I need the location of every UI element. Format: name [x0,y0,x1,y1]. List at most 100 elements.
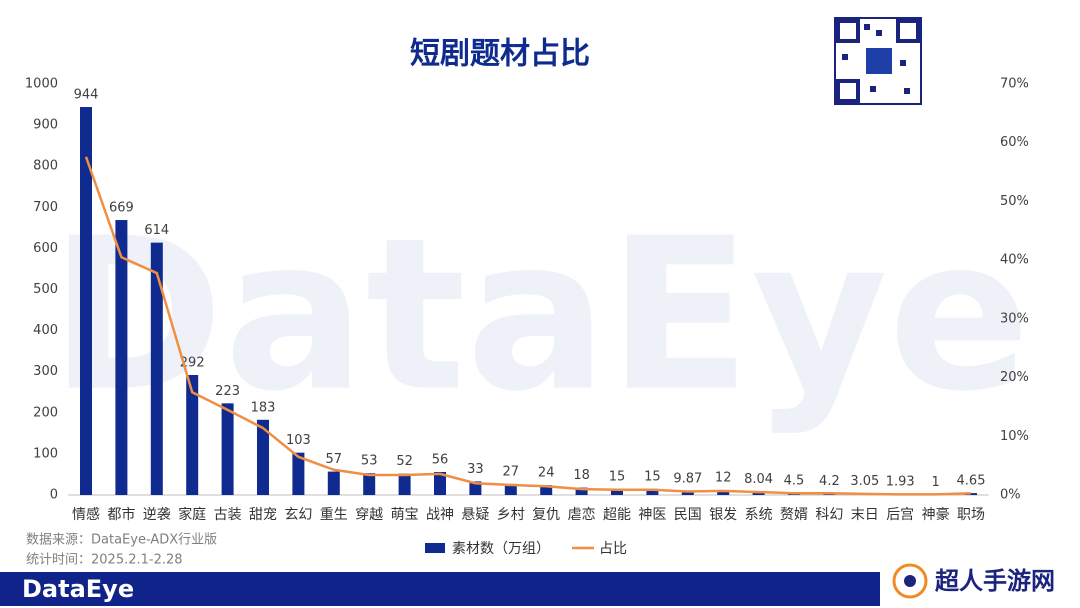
bar [150,242,163,495]
value-label: 1 [931,475,939,490]
bar [363,473,376,495]
value-label: 56 [432,452,449,467]
x-tick-label: 虐恋 [568,506,596,523]
value-label: 4.2 [819,474,840,489]
x-tick-label: 银发 [709,507,737,523]
bar [681,490,694,495]
footer-bar [0,572,880,606]
bar [717,490,730,495]
bar [752,491,765,495]
bar [115,220,128,495]
y-tick-label: 600 [33,241,58,256]
site-watermark: 超人手游网 [935,567,1055,595]
legend-label: 占比 [599,541,627,557]
x-tick-label: 神医 [638,507,666,523]
bar [398,473,411,495]
x-tick-label: 悬疑 [461,507,489,523]
x-tick-label: 古装 [214,507,242,523]
x-tick-label: 后宫 [886,507,914,523]
value-label: 18 [573,468,590,483]
bar [646,488,659,495]
bar [327,471,340,495]
x-tick-label: 末日 [851,507,879,523]
value-label: 15 [644,469,661,484]
x-tick-label: 穿越 [355,507,383,523]
y-tick-label: 100 [33,446,58,461]
value-label: 614 [144,223,169,238]
bar [292,452,305,495]
bar [434,471,446,495]
period-note: 统计时间：2025.2.1-2.28 [26,553,183,568]
x-tick-label: 民国 [674,507,702,523]
x-tick-label: 神豪 [922,507,950,523]
bar [221,403,234,495]
x-tick-label: 逆袭 [143,507,171,523]
x-tick-label: 家庭 [178,506,206,523]
y2-tick-label: 0% [1000,488,1021,503]
value-label: 183 [251,400,276,415]
bar [504,483,517,495]
legend-label: 素材数（万组） [452,541,550,557]
x-tick-label: 都市 [107,506,135,523]
value-label: 3.05 [850,474,879,489]
value-label: 33 [467,462,484,477]
site-icon [892,563,928,599]
value-label: 4.65 [957,474,986,489]
value-label: 1.93 [886,475,915,490]
y-tick-label: 0 [50,488,58,503]
watermark: DataEye [50,193,1031,438]
value-label: 944 [74,88,99,103]
value-label: 15 [609,469,626,484]
footer-logo: DataEye [22,575,134,603]
chart-title: 短剧题材占比 [410,37,590,72]
site-icon-dot [904,575,916,587]
bar [611,488,623,495]
y-tick-label: 400 [33,323,58,338]
value-label: 223 [215,384,240,399]
x-tick-label: 超能 [603,507,631,523]
y2-tick-label: 20% [1000,370,1029,385]
y-tick-label: 800 [33,159,58,174]
qr-code [834,17,922,105]
x-tick-label: 乡村 [497,507,525,523]
y2-tick-label: 30% [1000,311,1029,326]
legend-swatch [425,543,445,553]
y-tick-label: 900 [33,118,58,133]
value-label: 24 [538,466,555,481]
x-tick-label: 赘婿 [780,506,808,523]
bar [80,107,92,496]
y-tick-label: 700 [33,200,58,215]
value-label: 292 [180,355,205,370]
value-label: 8.04 [744,472,773,487]
x-tick-label: 玄幻 [284,506,312,523]
bar [257,419,269,495]
y2-tick-label: 40% [1000,253,1029,268]
y-tick-label: 300 [33,364,58,379]
x-tick-label: 复仇 [532,506,560,523]
y2-tick-label: 60% [1000,135,1029,150]
bar [540,485,553,495]
y-tick-label: 500 [33,282,58,297]
y-tick-label: 1000 [25,77,58,92]
bar [469,481,482,495]
line [84,156,972,496]
x-tick-label: 战神 [426,507,454,523]
y2-tick-label: 50% [1000,194,1029,209]
value-label: 57 [326,452,343,467]
x-tick-label: 职场 [957,507,985,523]
y-tick-label: 200 [33,405,58,420]
x-tick-label: 萌宝 [391,507,419,523]
x-tick-label: 甜宠 [249,507,277,523]
value-label: 4.5 [784,474,805,489]
x-tick-label: 科幻 [815,507,843,523]
y2-tick-label: 70% [1000,77,1029,92]
x-tick-label: 重生 [320,507,348,523]
value-label: 52 [396,454,413,469]
value-label: 103 [286,433,311,448]
source-note: 数据来源：DataEye-ADX行业版 [26,533,217,548]
bar [575,487,588,495]
bar [186,374,199,495]
value-label: 9.87 [673,471,702,486]
x-tick-label: 情感 [72,506,100,523]
